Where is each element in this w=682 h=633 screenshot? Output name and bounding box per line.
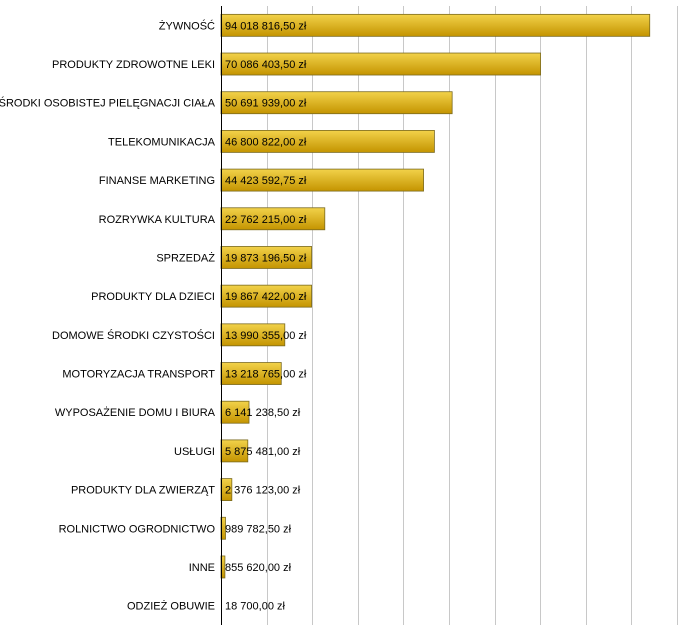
category-label: DOMOWE ŚRODKI CZYSTOŚCI <box>52 329 215 342</box>
category-label: WYPOSAŻENIE DOMU I BIURA <box>55 406 216 419</box>
category-labels: ŻYWNOŚĆ PRODUKTY ZDROWOTNE LEKI ŚRODKI OSO… <box>0 19 216 612</box>
data-label: 13 990 355,00 zł <box>225 330 307 342</box>
data-label: 50 691 939,00 zł <box>225 98 307 110</box>
data-label: 22 762 215,00 zł <box>225 214 307 226</box>
data-labels: 94 018 816,50 zł 70 086 403,50 zł 50 691 9… <box>225 20 307 612</box>
category-label: FINANSE MARKETING <box>99 175 215 187</box>
category-label: ŻYWNOŚĆ <box>159 19 215 32</box>
category-label: INNE <box>189 562 215 574</box>
data-label: 46 800 822,00 zł <box>225 136 307 148</box>
bars <box>220 13 651 579</box>
data-label: 94 018 816,50 zł <box>225 20 307 32</box>
category-label: USŁUGI <box>174 446 215 458</box>
category-label: ODZIEŻ OBUWIE <box>127 600 215 613</box>
data-label: 44 423 592,75 zł <box>225 175 307 187</box>
data-label: 855 620,00 zł <box>225 562 292 574</box>
data-label: 70 086 403,50 zł <box>225 59 307 71</box>
data-label: 5 875 481,00 zł <box>225 446 301 458</box>
category-label: SPRZEDAŻ <box>156 251 215 264</box>
category-label: ŚRODKI OSOBISTEJ PIELĘGNACJI CIAŁA <box>0 97 216 110</box>
category-label: PRODUKTY DLA ZWIERZĄT <box>71 485 215 497</box>
category-label: PRODUKTY ZDROWOTNE LEKI <box>52 59 215 71</box>
category-label: PRODUKTY DLA DZIECI <box>91 291 215 303</box>
category-label: MOTORYZACJA TRANSPORT <box>62 369 215 381</box>
data-label: 19 867 422,00 zł <box>225 291 307 303</box>
category-label: ROLNICTWO OGRODNICTWO <box>59 523 216 535</box>
category-label: ROZRYWKA KULTURA <box>99 214 216 226</box>
data-label: 13 218 765,00 zł <box>225 369 307 381</box>
data-label: 19 873 196,50 zł <box>225 252 307 264</box>
data-label: 2 376 123,00 zł <box>225 485 301 497</box>
data-label: 989 782,50 zł <box>225 523 292 535</box>
data-label: 18 700,00 zł <box>225 601 285 613</box>
data-label: 6 141 238,50 zł <box>225 407 301 419</box>
category-label: TELEKOMUNIKACJA <box>108 136 216 148</box>
